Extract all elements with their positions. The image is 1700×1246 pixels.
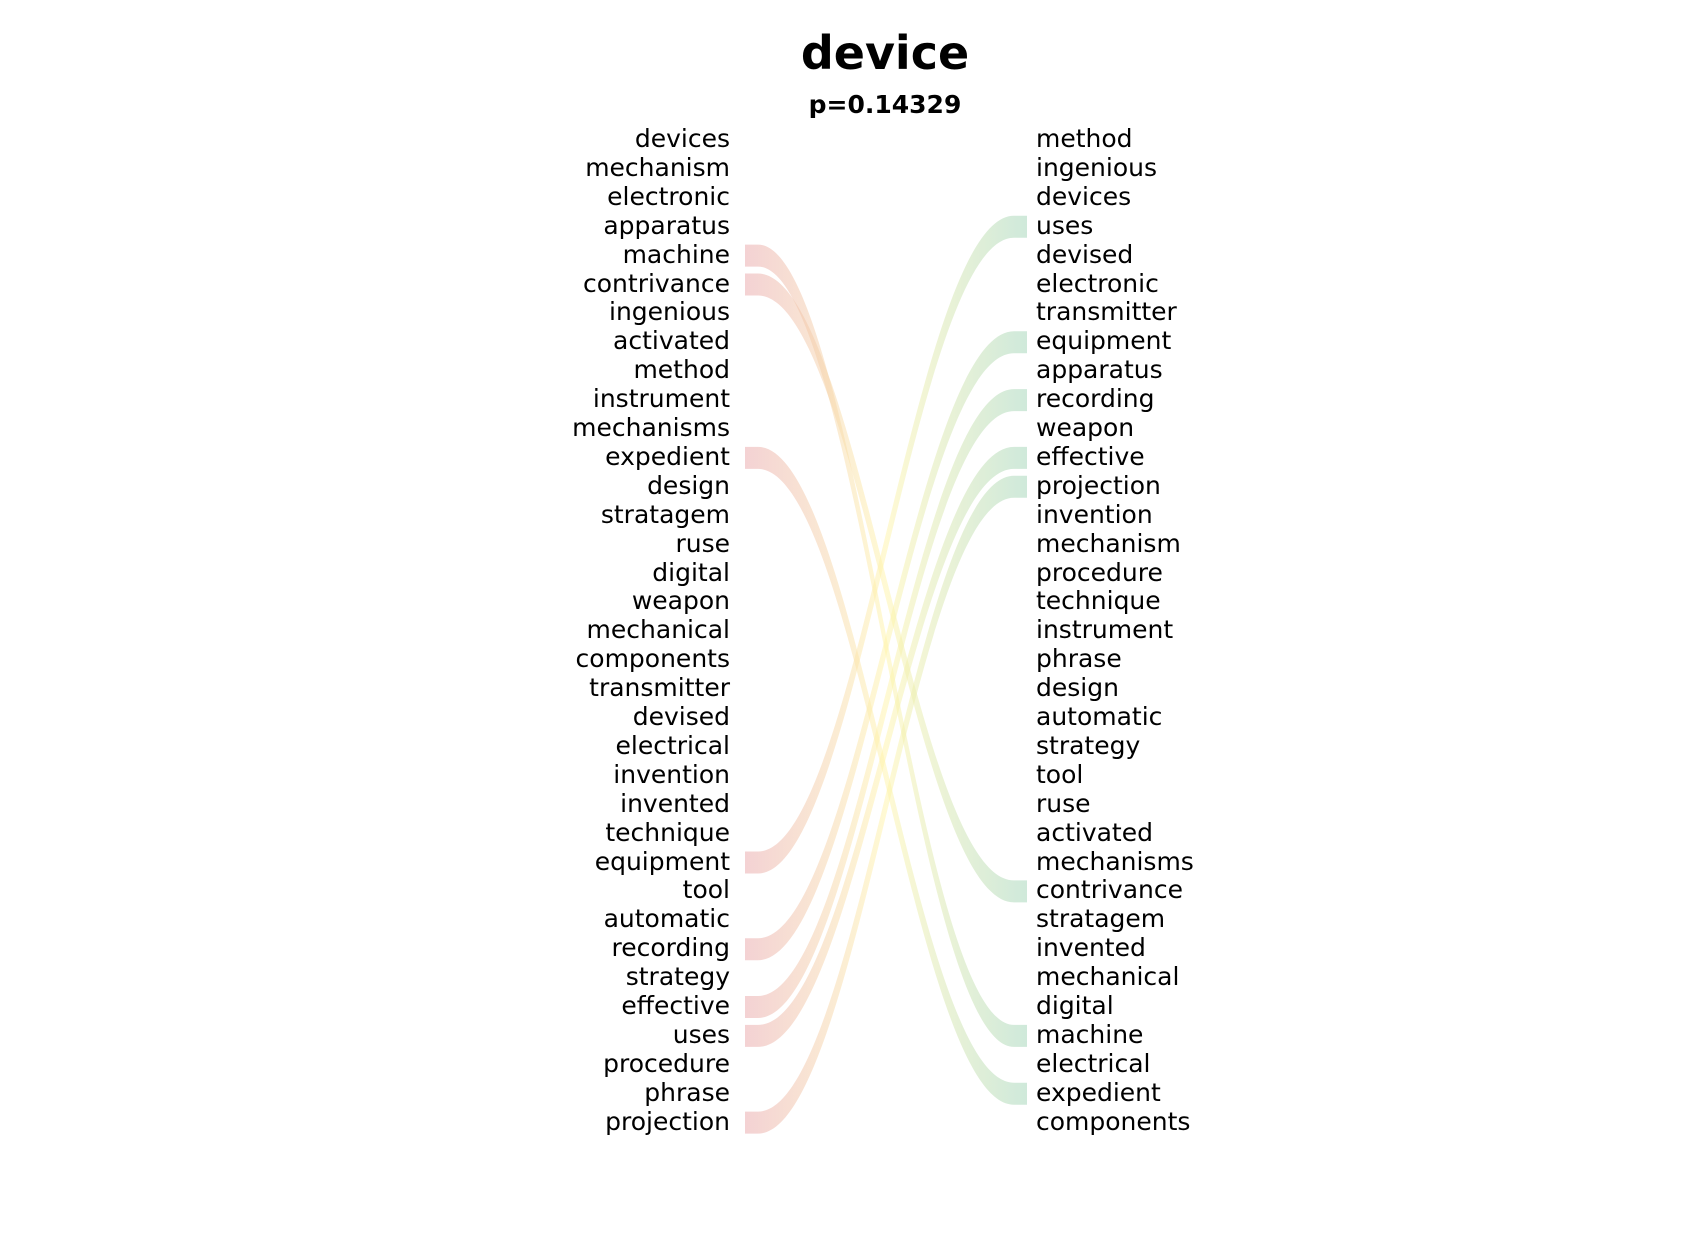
left-word: phrase — [644, 1077, 730, 1107]
alignment-link — [745, 475, 1027, 1134]
right-word: digital — [1036, 991, 1114, 1020]
left-word: tool — [682, 875, 730, 905]
left-word: design — [647, 470, 730, 500]
right-word: expedient — [1036, 1077, 1161, 1107]
left-word: equipment — [594, 846, 730, 876]
right-word: devised — [1036, 239, 1134, 269]
right-word: invented — [1036, 933, 1146, 963]
alignment-link — [745, 215, 1027, 874]
right-word: weapon — [1036, 413, 1135, 442]
right-word: instrument — [1036, 615, 1174, 645]
alignment-link — [745, 446, 1027, 1105]
right-word: procedure — [1036, 557, 1163, 587]
right-word: activated — [1036, 817, 1153, 847]
right-word: contrivance — [1036, 875, 1183, 905]
right-word: recording — [1036, 384, 1155, 414]
left-word: automatic — [603, 904, 730, 934]
left-word: instrument — [592, 384, 730, 414]
right-word: tool — [1036, 759, 1084, 789]
right-word: phrase — [1036, 644, 1122, 674]
right-word: ruse — [1036, 788, 1091, 818]
left-word: apparatus — [603, 210, 730, 240]
left-word: ingenious — [609, 297, 730, 327]
right-word: uses — [1036, 210, 1094, 240]
right-word: method — [1036, 124, 1133, 153]
right-word: ingenious — [1036, 152, 1157, 182]
alignment-link — [745, 389, 1027, 1019]
right-word: transmitter — [1036, 297, 1177, 327]
alignment-link — [745, 273, 1027, 903]
right-word: devices — [1036, 181, 1132, 211]
right-word: design — [1036, 673, 1119, 703]
left-word: devices — [634, 124, 730, 153]
left-word: expedient — [605, 441, 730, 471]
left-word: mechanisms — [572, 413, 730, 442]
diagram-subtitle: p=0.14329 — [808, 90, 962, 119]
left-word: electronic — [607, 181, 730, 211]
left-word: weapon — [631, 586, 730, 616]
left-word: activated — [613, 326, 730, 356]
left-word: mechanism — [585, 152, 730, 182]
left-word: digital — [652, 557, 730, 587]
left-word: strategy — [625, 962, 730, 992]
right-word: electrical — [1036, 1048, 1151, 1078]
right-word: mechanism — [1036, 528, 1181, 558]
right-word: effective — [1036, 441, 1145, 471]
left-word: effective — [621, 991, 730, 1020]
left-word: uses — [672, 1019, 730, 1049]
right-word: components — [1036, 1106, 1191, 1136]
right-word: stratagem — [1036, 904, 1166, 934]
left-word: invented — [620, 788, 730, 818]
right-word: equipment — [1036, 326, 1172, 356]
left-word: devised — [632, 702, 730, 731]
right-word: invention — [1036, 499, 1153, 529]
left-word: invention — [613, 759, 730, 789]
left-word: transmitter — [589, 673, 730, 703]
left-word: electrical — [615, 730, 731, 760]
right-word: strategy — [1036, 730, 1141, 760]
right-word: machine — [1036, 1019, 1144, 1049]
left-word: ruse — [675, 528, 730, 558]
left-word: projection — [605, 1106, 730, 1136]
left-word: machine — [622, 239, 730, 269]
left-word: recording — [611, 933, 730, 963]
right-word: technique — [1036, 586, 1161, 616]
left-word: mechanical — [586, 615, 730, 645]
right-word: automatic — [1036, 702, 1163, 731]
right-word: mechanisms — [1036, 846, 1194, 876]
right-word: electronic — [1036, 268, 1159, 298]
alignment-link — [745, 446, 1027, 1047]
left-word: technique — [605, 817, 730, 847]
left-word: method — [633, 355, 730, 385]
left-word: contrivance — [583, 268, 730, 298]
diagram-title: device — [800, 26, 970, 80]
left-word: stratagem — [600, 499, 730, 529]
alignment-link — [745, 331, 1027, 961]
right-word: projection — [1036, 470, 1161, 500]
right-word: mechanical — [1036, 962, 1180, 992]
left-word: components — [575, 644, 730, 674]
right-word: apparatus — [1036, 355, 1163, 385]
left-word: procedure — [603, 1048, 730, 1078]
